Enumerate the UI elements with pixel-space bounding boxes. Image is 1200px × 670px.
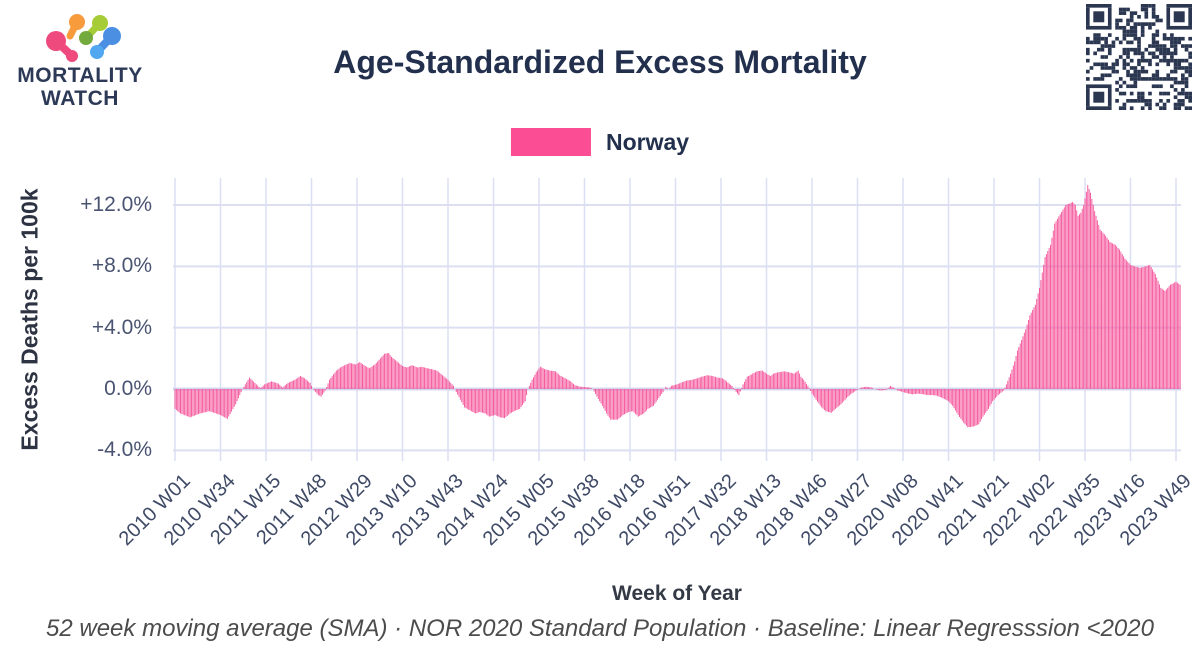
x-axis-title: Week of Year [612,582,742,605]
y-tick-label: +8.0% [91,254,152,278]
qr-code-icon [1086,4,1192,110]
page-title: Age-Standardized Excess Mortality [333,44,867,80]
y-tick-label: +12.0% [80,193,152,217]
legend-label: Norway [605,128,690,155]
footer-caption: 52 week moving average (SMA) · NOR 2020 … [46,615,1154,642]
logo-wordmark[interactable]: MORTALITY WATCH [0,64,160,110]
bar-series-norway [174,185,1181,428]
logo-line2: WATCH [41,87,119,110]
legend-swatch [510,128,591,156]
y-tick-label: -4.0% [97,438,152,462]
logo-line1: MORTALITY [17,64,143,87]
legend-item-norway[interactable]: Norway [510,128,690,156]
y-tick-label: +4.0% [91,315,152,339]
molecule-logo-icon [46,14,121,62]
y-tick-label: 0.0% [104,377,152,400]
